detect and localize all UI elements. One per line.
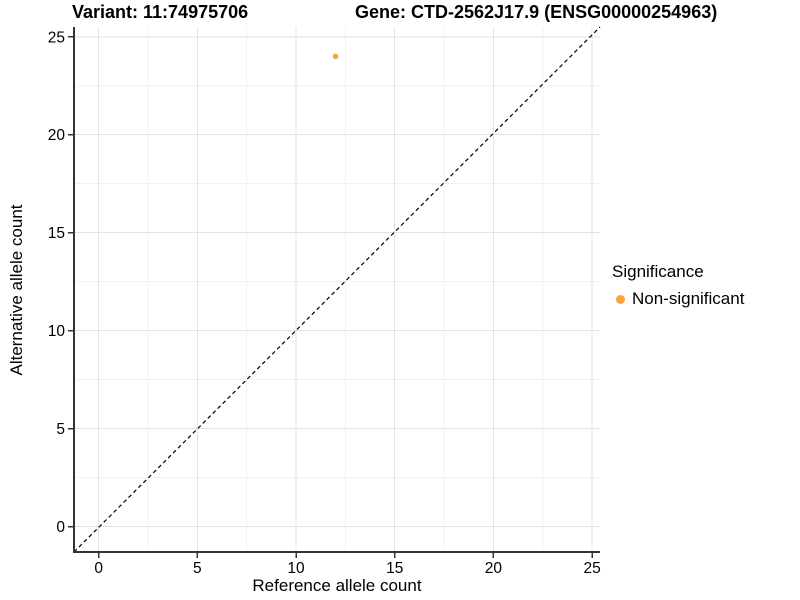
legend-point-icon xyxy=(616,294,625,304)
y-tick-label: 15 xyxy=(48,225,65,242)
x-tick-label: 5 xyxy=(193,560,202,577)
legend: Significance Non-significant xyxy=(612,262,744,309)
legend-item-label: Non-significant xyxy=(632,289,745,308)
x-axis-label: Reference allele count xyxy=(252,576,422,595)
y-tick-label: 10 xyxy=(48,323,66,340)
legend-item-non-significant: Non-significant xyxy=(612,289,744,309)
x-tick-label: 20 xyxy=(485,560,503,577)
y-tick-label: 0 xyxy=(56,519,65,536)
variant-title: Variant: 11:74975706 xyxy=(72,2,249,22)
legend-title: Significance xyxy=(612,262,704,281)
x-tick-label: 15 xyxy=(386,560,403,577)
x-tick-label: 0 xyxy=(94,560,103,577)
x-tick-label: 25 xyxy=(583,560,600,577)
gene-title: Gene: CTD-2562J17.9 (ENSG00000254963) xyxy=(355,2,718,22)
identity-line xyxy=(73,26,601,553)
y-tick-label: 25 xyxy=(48,29,65,46)
y-tick-label: 5 xyxy=(56,421,65,438)
x-tick-label: 10 xyxy=(287,560,305,577)
y-tick-label: 20 xyxy=(48,127,66,144)
y-axis-label-text: Alternative allele count xyxy=(7,204,26,376)
data-point xyxy=(332,53,339,60)
